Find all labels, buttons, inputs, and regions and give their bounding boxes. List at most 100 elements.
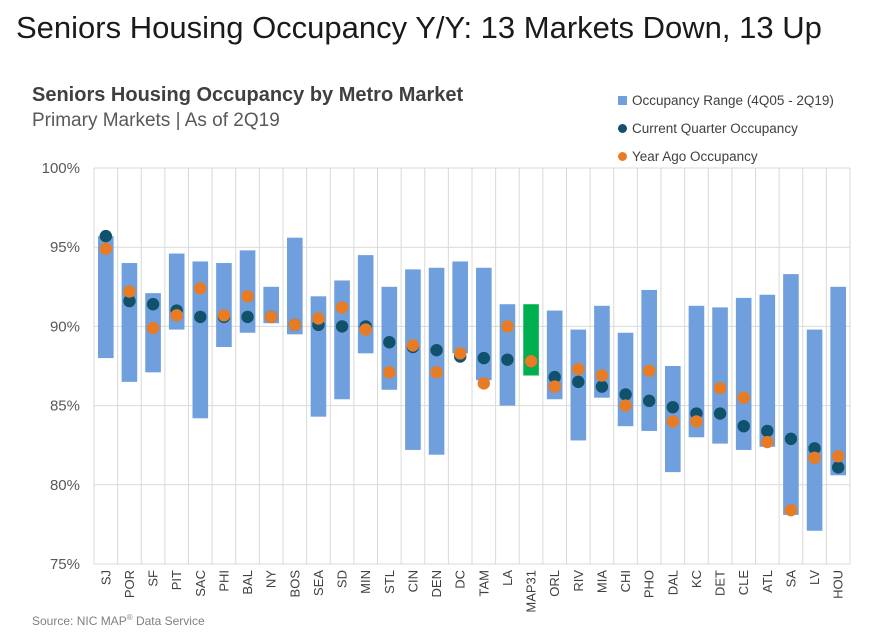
range-bar <box>783 274 799 515</box>
source-text: Source: NIC MAP <box>32 614 127 628</box>
year-ago-point <box>453 347 467 360</box>
legend-current-label: Current Quarter Occupancy <box>632 120 798 136</box>
current-quarter-point <box>146 298 160 311</box>
x-tick-label: CLE <box>736 570 751 596</box>
chart-legend: Occupancy Range (4Q05 - 2Q19) Current Qu… <box>618 86 834 170</box>
legend-yearago-marker <box>618 151 627 161</box>
range-bar <box>712 307 728 444</box>
current-quarter-point <box>123 294 136 308</box>
x-tick-label: DEN <box>429 570 444 597</box>
x-tick-label: DAL <box>665 570 680 595</box>
year-ago-point <box>359 323 372 336</box>
legend-range-swatch <box>618 95 627 105</box>
range-bar <box>121 263 138 382</box>
year-ago-point <box>335 301 349 314</box>
legend-current-marker <box>618 123 627 133</box>
current-quarter-point <box>642 394 656 408</box>
x-tick-label: MIA <box>594 570 609 593</box>
source-tail: Data Service <box>132 614 205 628</box>
current-quarter-point <box>737 419 750 433</box>
y-tick-label: 80% <box>50 477 80 494</box>
current-quarter-point <box>501 353 514 366</box>
year-ago-point <box>312 312 325 325</box>
current-quarter-point <box>784 432 798 446</box>
year-ago-point <box>383 366 396 379</box>
x-tick-label: CHI <box>618 570 633 592</box>
range-bar <box>735 297 752 450</box>
range-bar <box>759 294 776 447</box>
x-tick-label: ORL <box>547 570 562 597</box>
x-tick-label: SF <box>146 570 161 587</box>
year-ago-point <box>217 309 231 322</box>
legend-item-current: Current Quarter Occupancy <box>618 114 834 142</box>
source-note: Source: NIC MAP® Data Service <box>32 613 205 628</box>
x-tick-label: PHO <box>642 570 657 598</box>
x-tick-label: PHI <box>216 570 231 592</box>
current-quarter-point <box>383 336 396 349</box>
year-ago-point <box>666 415 680 428</box>
current-quarter-point <box>666 400 680 414</box>
y-tick-label: 90% <box>50 318 80 335</box>
year-ago-point <box>477 377 491 390</box>
current-quarter-point <box>477 351 491 365</box>
range-bar <box>428 267 445 455</box>
year-ago-point <box>548 380 561 393</box>
slide-title: Seniors Housing Occupancy Y/Y: 13 Market… <box>16 10 822 45</box>
range-bar <box>216 263 232 347</box>
x-tick-label: MAP31 <box>524 570 539 613</box>
current-quarter-point <box>430 343 443 357</box>
current-quarter-point <box>548 370 561 384</box>
x-tick-label: HOU <box>831 570 846 599</box>
year-ago-point <box>123 285 136 298</box>
legend-item-yearago: Year Ago Occupancy <box>618 142 834 170</box>
range-bar <box>192 261 209 419</box>
x-tick-label: BOS <box>287 570 302 598</box>
range-bar <box>287 237 303 335</box>
range-bar <box>830 286 846 476</box>
year-ago-point <box>737 391 750 404</box>
x-tick-label: RIV <box>571 570 586 592</box>
year-ago-point <box>713 381 727 395</box>
x-tick-label: NY <box>264 570 279 588</box>
x-tick-label: BAL <box>240 570 255 595</box>
current-quarter-point <box>808 442 821 455</box>
x-tick-label: PIT <box>169 570 184 590</box>
range-bar <box>98 236 114 359</box>
x-tick-label: POR <box>122 570 137 598</box>
legend-item-range: Occupancy Range (4Q05 - 2Q19) <box>618 86 834 114</box>
year-ago-point <box>690 415 703 428</box>
year-ago-point <box>642 364 656 377</box>
x-tick-label: SA <box>783 570 798 588</box>
current-quarter-point <box>194 310 207 324</box>
chart-title: Seniors Housing Occupancy by Metro Marke… <box>32 84 464 106</box>
current-quarter-point <box>595 380 609 393</box>
year-ago-point <box>406 339 420 352</box>
x-tick-label: LA <box>500 570 515 586</box>
range-bar <box>357 255 374 354</box>
x-tick-label: STL <box>382 570 397 594</box>
year-ago-point <box>99 242 113 255</box>
range-bar <box>334 280 350 400</box>
year-ago-point <box>595 369 609 382</box>
year-ago-point <box>146 321 160 335</box>
year-ago-point <box>808 451 821 465</box>
range-bar <box>452 261 468 354</box>
current-quarter-point <box>241 310 254 324</box>
year-ago-point <box>619 399 632 412</box>
range-bar <box>617 332 634 427</box>
year-ago-point <box>784 503 798 517</box>
x-tick-label: SD <box>335 570 350 588</box>
range-bar <box>806 329 823 531</box>
year-ago-point <box>831 450 845 463</box>
current-quarter-point <box>572 375 585 389</box>
y-tick-label: 85% <box>50 398 80 415</box>
range-bar <box>476 267 492 381</box>
year-ago-point <box>264 310 278 324</box>
x-tick-label: SEA <box>311 570 326 596</box>
x-tick-label: TAM <box>476 570 491 596</box>
range-bar <box>641 289 657 431</box>
legend-yearago-label: Year Ago Occupancy <box>632 148 758 164</box>
y-tick-label: 100% <box>42 160 80 177</box>
year-ago-point <box>761 435 774 449</box>
